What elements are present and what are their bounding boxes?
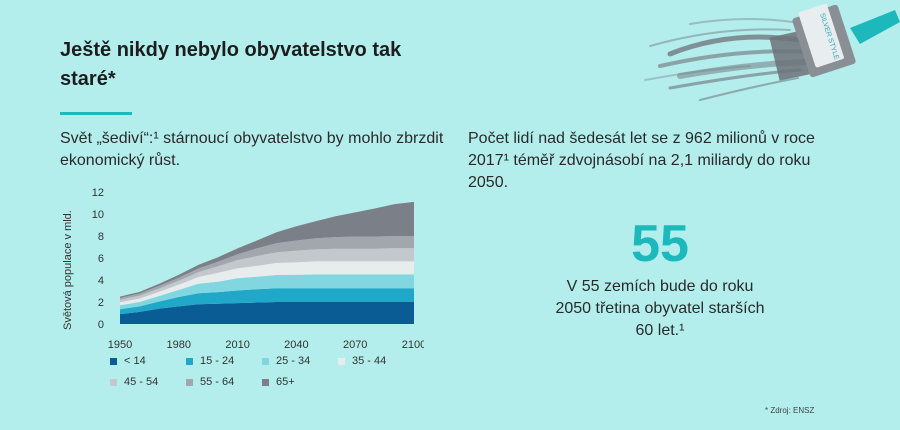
legend-item: 35 - 44	[338, 355, 386, 367]
legend-label: 65+	[276, 376, 295, 388]
area-series-5	[120, 248, 414, 303]
legend-item: 15 - 24	[186, 355, 234, 367]
legend-swatch	[186, 357, 193, 365]
legend-item: 55 - 64	[186, 376, 234, 388]
area-series-4	[120, 261, 414, 306]
y-tick-label: 10	[92, 209, 104, 221]
legend-label: 55 - 64	[200, 376, 235, 388]
population-area-chart: 0 2 4 6 8 10 12 1950 1980 2010 2040 2070 2100	[92, 187, 424, 351]
page-title: Ještě nikdy nebylo obyvatelstvo tak star…	[60, 39, 402, 90]
area-series-1	[120, 302, 414, 324]
brush-stroke-texture	[644, 18, 819, 101]
x-tick-label: 2010	[225, 339, 249, 351]
x-tick-label: 2040	[284, 339, 308, 351]
y-tick-label: 0	[98, 319, 104, 331]
legend-label: 25 - 34	[276, 355, 311, 367]
legend-swatch	[262, 357, 269, 365]
y-tick-label: 6	[98, 253, 104, 265]
brush-handle	[792, 3, 900, 78]
area-series-6	[120, 236, 414, 300]
title-underline	[60, 112, 132, 115]
y-axis-label: Světová populace v mld.	[62, 210, 74, 330]
x-tick-label: 2100	[402, 339, 424, 351]
paintbrush-illustration: SILVER STYLE	[644, 3, 900, 101]
area-series-7	[120, 201, 414, 298]
y-tick-label: 2	[98, 297, 104, 309]
x-tick-label: 1950	[108, 339, 132, 351]
y-tick-label: 4	[98, 275, 104, 287]
legend-label: 45 - 54	[124, 376, 159, 388]
area-series-3	[120, 274, 414, 310]
subtitle-text: Svět „šediví“:¹ stárnoucí obyvatelstvo b…	[60, 130, 444, 169]
legend-swatch	[110, 357, 117, 365]
y-tick-label: 12	[92, 187, 104, 199]
x-tick-label: 1980	[167, 339, 191, 351]
legend-item: 45 - 54	[110, 376, 158, 388]
legend-item: < 14	[110, 355, 146, 367]
highlight-number: 55	[631, 215, 689, 273]
x-tick-label: 2070	[343, 339, 367, 351]
legend-label: 35 - 44	[352, 355, 387, 367]
legend-swatch	[110, 378, 117, 386]
y-tick-label: 8	[98, 231, 104, 243]
legend-swatch	[186, 378, 193, 386]
highlight-caption: V 55 zemích bude do roku 2050 třetina ob…	[555, 278, 765, 339]
legend-swatch	[338, 357, 345, 365]
legend-item: 65+	[262, 376, 295, 388]
source-note: * Zdroj: ENSZ	[765, 406, 815, 415]
stat-paragraph: Počet lidí nad šedesát let se z 962 mili…	[468, 130, 815, 191]
legend-label: 15 - 24	[200, 355, 235, 367]
legend-item: 25 - 34	[262, 355, 310, 367]
area-series-2	[120, 288, 414, 315]
legend-swatch	[262, 378, 269, 386]
legend-label: < 14	[124, 355, 146, 367]
